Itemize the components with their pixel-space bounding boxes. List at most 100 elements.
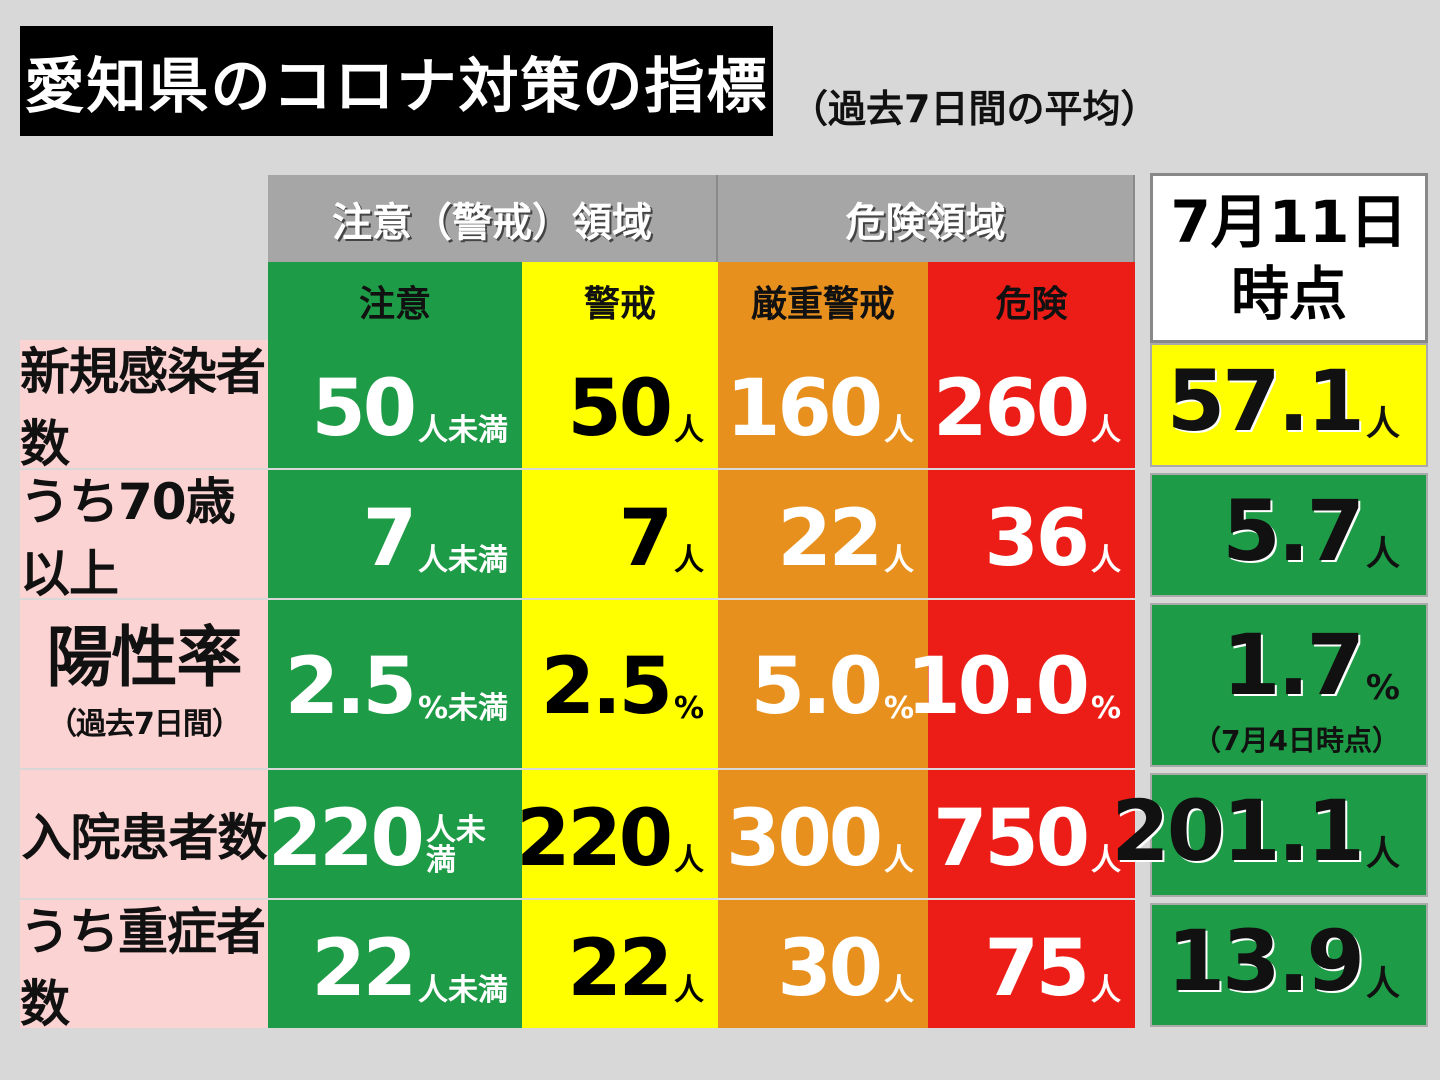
threshold-value: 22 [777,494,883,584]
current-new-cases: 57.1 人 [1150,343,1428,467]
threshold-positivity-rate-caution: 2.5 %未満 [268,600,522,770]
threshold-unit: 人 [674,543,704,578]
current-positivity-rate: 1.7% （7月4日時点） [1150,603,1428,767]
threshold-value: 22 [567,924,673,1014]
threshold-value: 160 [726,364,883,454]
threshold-value: 7 [618,494,673,584]
threshold-value: 10.0 [906,642,1089,732]
threshold-new-cases-alert: 50 人 [522,340,718,470]
row-label-severe: うち重症者数 [20,900,268,1033]
threshold-hospitalized-alert: 220 人 [516,770,718,900]
threshold-unit: 人 [674,843,704,878]
threshold-unit: 人 [884,973,914,1008]
threshold-unit: 人未満 [418,973,508,1008]
threshold-value: 50 [311,364,417,454]
threshold-unit: % [1090,691,1121,726]
current-value: 1.7 [1222,616,1365,714]
row-label-hospitalized: 入院患者数 [20,770,268,900]
threshold-unit: % [673,691,704,726]
threshold-value: 5.0 [750,642,883,732]
threshold-value: 260 [933,364,1090,454]
threshold-value: 7 [362,494,417,584]
threshold-unit: %未満 [417,691,508,726]
threshold-unit: 人 [884,543,914,578]
row-label-text: 陽性率 [46,619,243,696]
current-unit: 人 [1366,404,1400,444]
threshold-unit: 人 [1091,543,1121,578]
level-header-caution: 注意 [268,262,522,340]
row-label-text: うち重症者数 [20,903,266,1033]
threshold-hospitalized-caution: 220 人未満 [268,770,522,900]
current-unit: 人 [1366,534,1400,574]
threshold-unit: 人 [674,973,704,1008]
threshold-positivity-rate-strict-alert: 5.0% [718,600,928,770]
threshold-value: 220 [268,794,425,884]
threshold-unit: 人 [674,413,704,448]
level-header-strict-alert: 厳重警戒 [718,262,928,340]
threshold-unit: 人 [1091,843,1121,878]
threshold-new-cases-caution: 50 人未満 [268,340,522,470]
threshold-hospitalized-danger: 750 人 [928,770,1135,900]
current-value-line: 13.9 人 [1167,919,1400,1003]
threshold-value: 36 [984,494,1090,584]
group-header-caution: 注意（警戒）領域 [268,175,718,262]
date-header-suffix: 時点 [1230,260,1347,328]
threshold-unit: 人未満 [418,543,508,578]
threshold-over-70-danger: 36 人 [928,470,1135,600]
row-label-new-cases: 新規感染者数 [20,340,268,473]
threshold-value: 30 [777,924,883,1014]
threshold-unit: 人 [884,843,914,878]
threshold-severe-caution: 22 人未満 [268,900,522,1030]
threshold-value: 750 [933,794,1090,884]
level-header-alert: 警戒 [522,262,718,340]
page-subtitle: （過去7日間の平均） [790,87,1159,131]
date-header: 7月11日 時点 [1150,173,1428,343]
current-severe: 13.9 人 [1150,903,1428,1027]
threshold-positivity-rate-alert: 2.5% [522,600,718,770]
threshold-unit: 人未満 [425,813,486,878]
current-value-line: 1.7% [1222,623,1400,707]
row-label-text: 入院患者数 [21,809,268,867]
threshold-unit: % [883,691,914,726]
current-value-line: 201.1 人 [1111,789,1400,873]
current-unit: % [1365,668,1400,708]
date-header-date: 7月11日 [1170,187,1408,256]
group-header-danger: 危険領域 [718,175,1135,262]
row-sublabel-text: （過去7日間） [47,707,242,742]
current-value: 201.1 [1111,782,1365,880]
threshold-value: 220 [516,794,673,884]
threshold-unit: 人未満 [418,413,508,448]
threshold-unit: 人 [1091,973,1121,1008]
threshold-unit: 人 [884,413,914,448]
current-hospitalized: 201.1 人 [1111,773,1428,897]
row-label-positivity-rate: 陽性率 （過去7日間） [20,600,268,770]
threshold-value: 50 [567,364,673,454]
threshold-severe-danger: 75 人 [928,900,1135,1030]
row-label-text: 新規感染者数 [20,343,266,473]
current-unit: 人 [1366,964,1400,1004]
current-value: 13.9 [1166,912,1365,1010]
threshold-positivity-rate-danger: 10.0% [906,600,1135,770]
row-label-over-70: うち70歳以上 [20,470,268,603]
threshold-value: 22 [311,924,417,1014]
current-value-line: 57.1 人 [1167,359,1400,443]
threshold-unit: 人 [1091,413,1121,448]
current-value: 57.1 [1166,352,1365,450]
row-label-text: うち70歳以上 [20,473,236,603]
threshold-value: 75 [984,924,1090,1014]
threshold-new-cases-danger: 260 人 [928,340,1135,470]
threshold-hospitalized-strict-alert: 300 人 [718,770,928,900]
threshold-value: 2.5 [540,642,673,732]
threshold-over-70-caution: 7 人未満 [268,470,522,600]
current-note: （7月4日時点） [1193,724,1400,757]
current-value-line: 5.7 人 [1222,489,1400,573]
current-over-70: 5.7 人 [1150,473,1428,597]
threshold-new-cases-strict-alert: 160 人 [718,340,928,470]
current-value: 5.7 [1222,482,1365,580]
page-title: 愛知県のコロナ対策の指標 [20,26,773,136]
threshold-value: 2.5 [284,642,417,732]
level-header-danger: 危険 [928,262,1135,340]
threshold-severe-alert: 22 人 [522,900,718,1030]
threshold-over-70-strict-alert: 22 人 [718,470,928,600]
